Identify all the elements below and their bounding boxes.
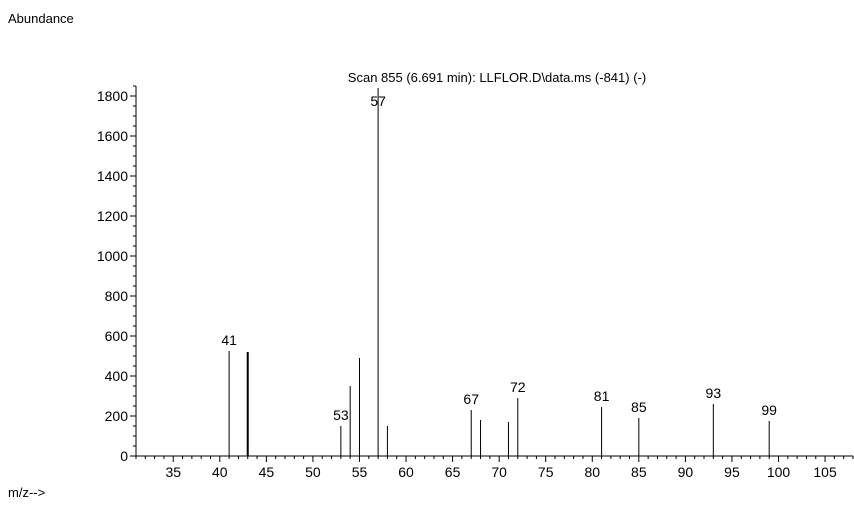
- axes: 35 40 45 50 55 60 65 70 75 80 85 90 95 100 105 0 200 400 6…: [97, 85, 854, 480]
- x-tick-label: 70: [491, 464, 507, 480]
- peak-label: 57: [370, 93, 386, 109]
- y-tick-label: 1400: [97, 168, 128, 184]
- y-tick-label: 800: [105, 288, 129, 304]
- peak-label: 67: [463, 391, 479, 407]
- x-tick-label: 105: [813, 464, 837, 480]
- x-tick-label: 100: [767, 464, 791, 480]
- x-tick-label: 80: [584, 464, 600, 480]
- x-tick-label: 55: [352, 464, 368, 480]
- peaks: [228, 88, 770, 456]
- x-tick-label: 50: [305, 464, 321, 480]
- x-tick-label: 35: [165, 464, 181, 480]
- peak-label: 53: [333, 407, 349, 423]
- peak-label: 93: [706, 385, 722, 401]
- peak-label: 72: [510, 379, 526, 395]
- y-tick-label: 0: [120, 448, 128, 464]
- y-tick-label: 200: [105, 408, 129, 424]
- peak-label: 81: [594, 388, 610, 404]
- x-tick-label: 95: [724, 464, 740, 480]
- peak-labels: 41 53 57 67 72 81 85 93 99: [221, 93, 777, 423]
- x-tick-label: 60: [398, 464, 414, 480]
- x-tick-label: 90: [678, 464, 694, 480]
- peak-label: 99: [761, 402, 777, 418]
- x-tick-label: 65: [445, 464, 461, 480]
- peak-label: 85: [631, 399, 647, 415]
- chart-title: Scan 855 (6.691 min): LLFLOR.D\data.ms (…: [347, 70, 647, 85]
- x-axis-label: m/z-->: [8, 485, 46, 500]
- x-tick-label: 85: [631, 464, 647, 480]
- y-tick-label: 1200: [97, 208, 128, 224]
- y-tick-label: 1600: [97, 128, 128, 144]
- y-tick-label: 1800: [97, 88, 128, 104]
- y-tick-label: 600: [105, 328, 129, 344]
- peak-label: 41: [221, 332, 237, 348]
- y-axis-label: Abundance: [8, 11, 74, 26]
- x-tick-label: 40: [212, 464, 228, 480]
- y-tick-label: 1000: [97, 248, 128, 264]
- x-tick-label: 75: [538, 464, 554, 480]
- x-tick-label: 45: [259, 464, 275, 480]
- y-tick-label: 400: [105, 368, 129, 384]
